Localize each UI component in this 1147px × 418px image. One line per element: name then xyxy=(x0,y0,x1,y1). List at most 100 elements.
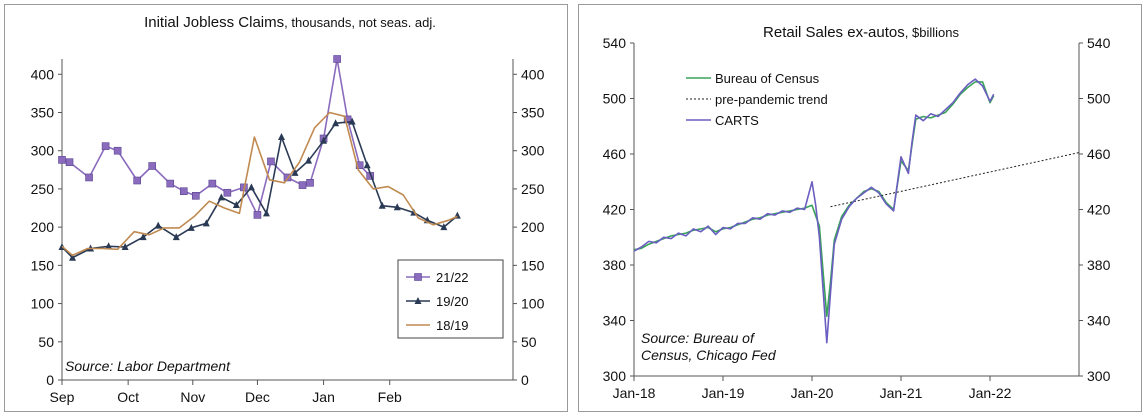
source-note-line-2: Census, Chicago Fed xyxy=(641,347,777,363)
series-line-pre-pandemic-trend xyxy=(830,152,1080,208)
y-tick-label-right-500: 500 xyxy=(1087,91,1111,107)
y-tick-label-right-100: 100 xyxy=(521,296,545,312)
series-line-18-19 xyxy=(61,111,458,257)
x-tick-label-oct: Oct xyxy=(117,389,139,405)
series-point-19-20 xyxy=(105,242,113,250)
y-tick-label-left-50: 50 xyxy=(38,334,54,350)
chart-subtitle: , thousands, not seas. adj. xyxy=(284,15,436,30)
y-tick-label-left-150: 150 xyxy=(31,257,55,273)
y-tick-label-right-340: 340 xyxy=(1087,313,1111,329)
retail-sales-chart: 300 300 340 340 380 380 420 420 460 460 500 500 540 5… xyxy=(603,24,1111,401)
chart-title: Initial Jobless Claims, thousands, not s… xyxy=(144,14,436,31)
series-point-21-22 xyxy=(58,156,66,164)
x-tick-label-jan-18: Jan-18 xyxy=(613,385,656,401)
series-point-19-20 xyxy=(320,136,328,144)
y-tick-label-left-350: 350 xyxy=(31,105,55,121)
x-tick-label-sep: Sep xyxy=(50,389,75,405)
y-tick-label-left-250: 250 xyxy=(31,181,55,197)
y-tick-label-right-50: 50 xyxy=(521,334,537,350)
chart-subtitle: , $billions xyxy=(905,25,960,40)
y-tick-label-left-300: 300 xyxy=(31,143,55,159)
legend-marker-19-20 xyxy=(414,297,422,304)
y-tick-label-right-400: 400 xyxy=(521,66,545,82)
series-point-21-22 xyxy=(191,192,200,200)
y-tick-label-right-0: 0 xyxy=(521,372,529,388)
series-line-bureau-of-census xyxy=(633,81,995,318)
y-tick-label-left-540: 540 xyxy=(603,35,627,51)
jobless-claims-chart: 0 0 50 50 100 100 150 150 200 200 250 250 300 300 350 3… xyxy=(31,14,545,405)
series-point-21-22 xyxy=(148,162,156,170)
y-tick-label-left-500: 500 xyxy=(603,91,627,107)
series-point-21-22 xyxy=(179,187,188,196)
y-tick-label-right-300: 300 xyxy=(521,143,545,159)
source-note-line-1: Source: Bureau of xyxy=(641,330,756,346)
legend-label-pre-pandemic-trend: pre-pandemic trend xyxy=(715,92,828,107)
series-point-19-20 xyxy=(363,161,371,169)
legend-marker-21-22 xyxy=(414,273,422,281)
chart-title: Retail Sales ex-autos, $billions xyxy=(763,24,959,41)
y-tick-label-left-340: 340 xyxy=(603,313,627,329)
series-point-19-20 xyxy=(440,223,448,231)
y-tick-label-right-300: 300 xyxy=(1087,368,1111,384)
series-point-21-22 xyxy=(65,158,74,166)
y-tick-label-left-100: 100 xyxy=(31,296,55,312)
series-point-21-22 xyxy=(298,181,307,189)
series-point-21-22 xyxy=(306,179,314,187)
retail-sales-chart-panel: 300 300 340 340 380 380 420 420 460 460 500 500 540 5… xyxy=(578,4,1142,412)
x-tick-label-nov: Nov xyxy=(180,389,205,405)
y-tick-label-left-0: 0 xyxy=(46,372,54,388)
y-tick-label-left-460: 460 xyxy=(603,146,627,162)
y-tick-label-right-540: 540 xyxy=(1087,35,1111,51)
y-tick-label-left-380: 380 xyxy=(603,257,627,273)
series-point-19-20 xyxy=(139,233,147,241)
y-tick-label-left-300: 300 xyxy=(603,368,627,384)
y-tick-label-left-200: 200 xyxy=(31,219,55,235)
x-tick-label-jan: Jan xyxy=(312,389,335,405)
series-point-19-20 xyxy=(172,233,180,241)
x-tick-label-dec: Dec xyxy=(245,389,270,405)
series-point-19-20 xyxy=(305,156,313,164)
series-line-carts xyxy=(633,78,995,344)
series-point-21-22 xyxy=(253,211,262,219)
series-point-19-20 xyxy=(202,219,210,227)
series-point-19-20 xyxy=(291,168,299,176)
series-point-21-22 xyxy=(113,146,122,155)
jobless-claims-chart-panel: 0 0 50 50 100 100 150 150 200 200 250 250 300 300 350 3… xyxy=(4,4,568,412)
legend-label-19-20: 19/20 xyxy=(436,294,469,309)
source-note: Source: Labor Department xyxy=(65,358,231,374)
x-tick-label-jan-20: Jan-20 xyxy=(791,385,834,401)
legend-label-carts: CARTS xyxy=(715,113,759,128)
series-point-19-20 xyxy=(232,200,240,208)
series-point-21-22 xyxy=(355,161,364,170)
series-point-19-20 xyxy=(378,201,386,209)
y-tick-label-right-460: 460 xyxy=(1087,146,1111,162)
series-point-21-22 xyxy=(223,188,232,197)
y-tick-label-right-200: 200 xyxy=(521,219,545,235)
y-tick-label-right-350: 350 xyxy=(521,105,545,121)
series-point-21-22 xyxy=(133,176,141,185)
y-tick-label-right-380: 380 xyxy=(1087,257,1111,273)
x-tick-label-jan-22: Jan-22 xyxy=(969,385,1012,401)
series-point-21-22 xyxy=(166,179,175,188)
chart-title-main: Retail Sales ex-autos xyxy=(763,24,905,41)
series-point-21-22 xyxy=(101,142,110,150)
y-tick-label-right-150: 150 xyxy=(521,257,545,273)
chart-title-main: Initial Jobless Claims xyxy=(144,14,284,31)
series-point-19-20 xyxy=(262,209,270,217)
series-point-21-22 xyxy=(208,179,217,188)
series-point-21-22 xyxy=(267,157,275,166)
series-point-19-20 xyxy=(332,119,340,127)
series-point-19-20 xyxy=(121,243,129,251)
series-point-21-22 xyxy=(333,55,341,63)
x-tick-label-jan-21: Jan-21 xyxy=(880,385,923,401)
series-line-19-20 xyxy=(61,120,458,259)
series-point-19-20 xyxy=(277,132,285,140)
y-tick-label-left-400: 400 xyxy=(31,66,55,82)
legend-label-18-19: 18/19 xyxy=(436,318,469,333)
x-tick-label-feb: Feb xyxy=(378,389,402,405)
series-point-19-20 xyxy=(187,223,195,231)
series-point-19-20 xyxy=(69,253,77,261)
y-tick-label-right-420: 420 xyxy=(1087,202,1111,218)
legend-label-21-22: 21/22 xyxy=(436,270,469,285)
x-tick-label-jan-19: Jan-19 xyxy=(702,385,745,401)
